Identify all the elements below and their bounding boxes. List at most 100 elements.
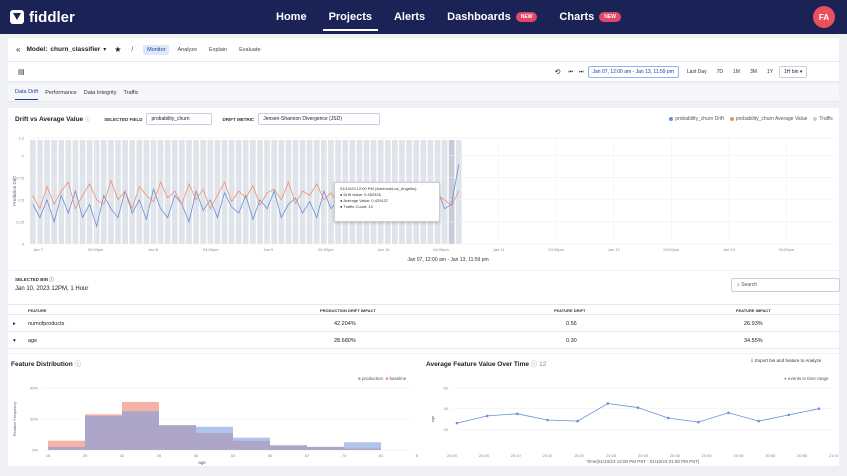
traffic-bar (285, 140, 292, 244)
col-production-drift-impact[interactable]: PRODUCTION DRIFT IMPACT (320, 308, 376, 313)
subtab-monitor[interactable]: Monitor (143, 44, 170, 55)
x-tick-label: 39 (157, 453, 162, 458)
traffic-bar (292, 140, 299, 244)
legend-avg[interactable]: probability_churn Average Value (729, 116, 807, 122)
tab-data-drift[interactable]: Data Drift (15, 85, 39, 100)
bin-selector[interactable]: 1H bin ▾ (779, 65, 808, 78)
y-tick-label: 0 (22, 242, 25, 247)
histogram-bar (48, 440, 85, 450)
info-icon[interactable]: ⓘ (49, 277, 54, 282)
traffic-bar (86, 140, 93, 244)
top-navigation: fiddler Home Projects Alerts Dashboards N… (0, 0, 847, 34)
expand-icon[interactable]: ▸ (13, 321, 16, 327)
x-tick-label: Jan 8 (148, 247, 159, 252)
info-icon[interactable]: ⓘ (85, 116, 91, 123)
nav-projects[interactable]: Projects (322, 0, 379, 34)
traffic-bar (37, 140, 43, 244)
calendar-icon[interactable]: ▤ (18, 68, 25, 76)
traffic-bar (186, 140, 192, 244)
search-input[interactable]: ⌕ Search (731, 278, 840, 292)
chart-title: Drift vs Average Value (15, 115, 84, 123)
tab-performance[interactable]: Performance (45, 89, 77, 96)
data-point (697, 420, 700, 424)
y-axis-label: age (430, 415, 435, 422)
selected-bin-value: Jan 10, 2023 12PM, 1 Hour (15, 286, 89, 292)
col-feature-drift[interactable]: FEATURE DRIFT (554, 308, 586, 313)
histogram-bar (307, 446, 344, 450)
bottom-panels: Feature Distribution ⓘ Average Feature V… (8, 354, 839, 466)
y-tick-label: 40% (30, 386, 38, 391)
avg-over-time-chart[interactable]: 60 40 20 age 20:00 20:05 20:10 20:15 20:20 20:25 2… (424, 382, 838, 466)
range-3m[interactable]: 3M (749, 68, 757, 75)
subtab-evaluate[interactable]: Evaluate (239, 46, 261, 53)
legend-drift[interactable]: probability_churn Drift (669, 116, 724, 122)
drift-chart-panel: Drift vs Average Value ⓘ SELECTED FIELD … (8, 108, 839, 270)
table-row[interactable]: ▾ age 28.680% 0.30 34.55% (8, 333, 839, 349)
nav-dashboards[interactable]: Dashboards NEW (447, 0, 538, 34)
selected-bin-panel: SELECTED BIN ⓘ Jan 10, 2023 12PM, 1 Hour… (8, 271, 840, 353)
legend-traffic[interactable]: Traffic (813, 116, 833, 122)
fiddler-logo[interactable]: fiddler (10, 9, 75, 26)
data-point (787, 413, 791, 417)
skip-forward-icon[interactable]: ⏭ (579, 68, 584, 75)
range-last-day[interactable]: Last Day (686, 68, 707, 75)
nav-home[interactable]: Home (276, 11, 307, 23)
subtab-analyze[interactable]: Analyze (177, 46, 198, 53)
collapse-icon[interactable]: « (16, 45, 21, 54)
traffic-bar (242, 140, 249, 244)
info-icon[interactable]: ⓘ (530, 361, 538, 368)
col-feature-impact[interactable]: FEATURE IMPACT (736, 308, 771, 313)
col-feature[interactable]: FEATURE (28, 308, 47, 313)
history-icon[interactable]: ⟲ (554, 68, 561, 76)
table-row[interactable]: ▸ numofproducts 42.204% 0.56 26.93% (8, 316, 839, 332)
traffic-bar (164, 140, 171, 244)
traffic-bar (455, 140, 462, 244)
date-range-picker[interactable]: Jan 07, 12:00 am - Jan 13, 11:59 pm (587, 65, 679, 78)
selected-field-dropdown[interactable]: probability_churn (146, 113, 213, 125)
skip-back-icon[interactable]: ⏮ (568, 68, 574, 75)
traffic-bar (250, 140, 256, 244)
tab-data-integrity[interactable]: Data Integrity (83, 89, 117, 96)
subtab-explain[interactable]: Explain (209, 46, 228, 53)
histogram-bar (344, 442, 381, 450)
y-axis-label: Relative Frequency (12, 402, 17, 436)
traffic-bar (299, 140, 306, 244)
star-icon[interactable]: ★ (114, 45, 122, 54)
x-tick-label: 20:25 (606, 453, 617, 458)
y-tick-label: 20% (30, 417, 38, 422)
y-tick-label: 0.75 (16, 175, 25, 180)
x-tick-label: 04:00pm (548, 247, 564, 252)
info-icon[interactable]: ⓘ (74, 361, 82, 368)
legend-swatch: ● (784, 376, 787, 381)
x-tick-label: Jan 13 (723, 247, 736, 252)
range-1y[interactable]: 1Y (766, 68, 774, 75)
collapse-row-icon[interactable]: ▾ (13, 338, 16, 344)
y-axis-label: Prediction Drift (12, 175, 17, 205)
traffic-bar (79, 140, 86, 244)
drift-metric-dropdown[interactable]: Jensen-Shannon Divergence (JSD) (258, 113, 381, 125)
model-header: « Model: churn_classifier ▾ ★ / Monitor … (8, 38, 839, 62)
traffic-bar (51, 140, 57, 244)
avg-legend: ● events in time range (784, 376, 829, 381)
logo-icon (10, 10, 24, 24)
traffic-bar (44, 140, 50, 244)
chevron-down-icon[interactable]: ▾ (103, 47, 107, 53)
user-avatar[interactable]: FA (813, 6, 835, 28)
data-point (727, 411, 730, 415)
export-button[interactable]: ⇩ Export bin and feature to Analyze (750, 358, 822, 363)
x-tick-label: 20:40 (702, 453, 713, 458)
range-1m[interactable]: 1M (733, 68, 740, 75)
selected-bin-label: SELECTED BIN (15, 277, 49, 282)
tab-traffic[interactable]: Traffic (123, 89, 139, 96)
histogram-bar (48, 446, 85, 450)
nav-alerts[interactable]: Alerts (393, 11, 426, 23)
x-tick-label: 20:35 (670, 453, 681, 458)
model-selector[interactable]: churn_classifier (50, 46, 101, 53)
range-7d[interactable]: 7D (716, 68, 724, 75)
traffic-bar (441, 140, 448, 244)
histogram-bar (233, 437, 270, 450)
x-tick-label: 04:00pm (433, 247, 449, 252)
x-tick-label: 21:00 (829, 453, 838, 458)
nav-charts[interactable]: Charts NEW (559, 0, 621, 34)
feature-distribution-chart[interactable]: 40% 20% 0% Relative Frequency 18 25 32 39 46 53 60… (8, 382, 418, 466)
